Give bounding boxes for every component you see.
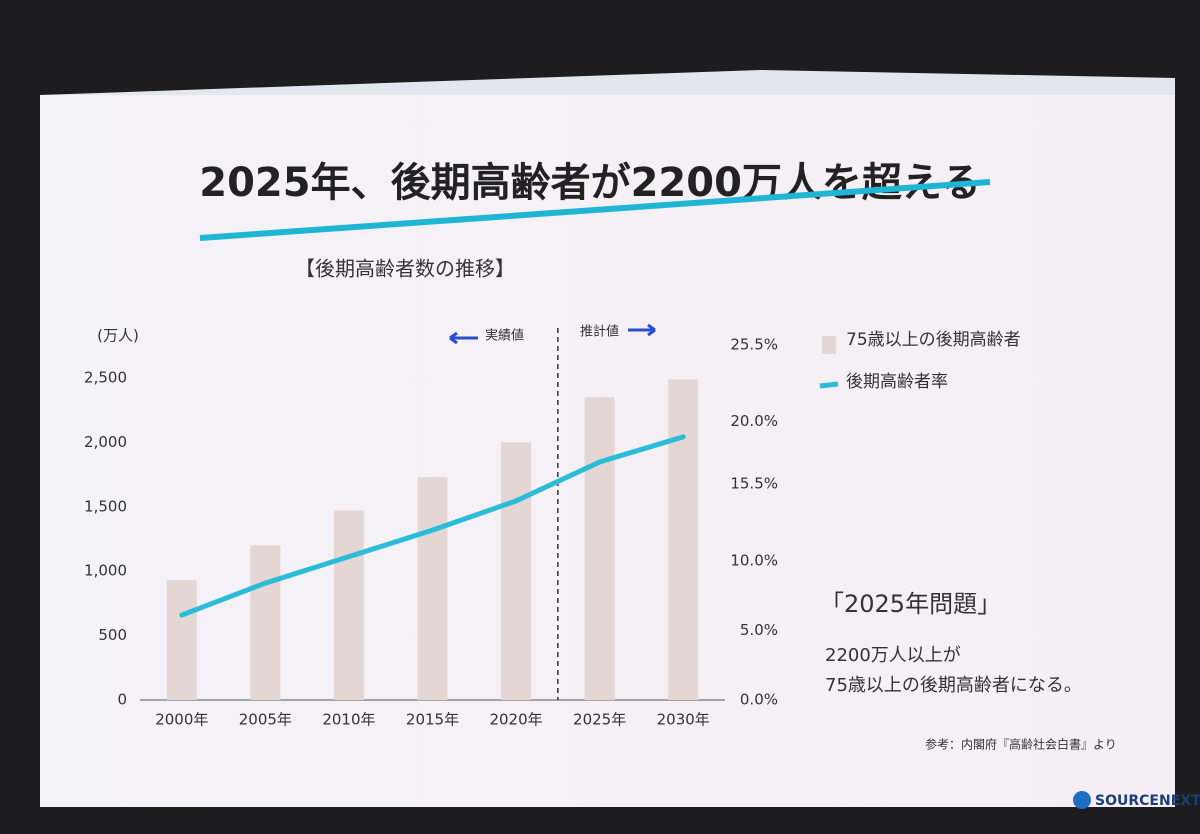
legend-swatch bbox=[822, 336, 836, 354]
x-tick-label: 2015年 bbox=[406, 711, 459, 729]
y2-tick-label: 25.5% bbox=[730, 336, 778, 354]
bar bbox=[668, 379, 699, 700]
y2-tick-label: 5.0% bbox=[740, 621, 778, 639]
bar bbox=[417, 477, 448, 700]
forecast-label: 推計値 bbox=[580, 324, 619, 340]
line bbox=[179, 434, 686, 618]
bar bbox=[250, 545, 281, 700]
y-tick-label: 2,500 bbox=[84, 369, 127, 387]
y-tick-label: 1,500 bbox=[84, 497, 127, 515]
note-heading: 「2025年問題」 bbox=[820, 590, 1001, 618]
legend-label: 75歳以上の後期高齢者 bbox=[846, 330, 1021, 350]
note-text: 75歳以上の後期高齢者になる。 bbox=[825, 675, 1082, 696]
x-tick-label: 2005年 bbox=[239, 711, 292, 729]
slide-title: 2025年、後期高齢者が2200万人を超える bbox=[199, 160, 980, 206]
y-tick-label: 2,000 bbox=[84, 433, 127, 451]
legend-label: 後期高齢者率 bbox=[846, 372, 948, 392]
arrow-right bbox=[628, 323, 656, 337]
slide-top bbox=[40, 70, 1175, 95]
bar bbox=[333, 510, 364, 700]
legend-swatch bbox=[819, 381, 839, 389]
y2-tick-label: 0.0% bbox=[740, 691, 778, 709]
logo: SOURCENEXT. bbox=[1095, 793, 1200, 809]
actual-label: 実績値 bbox=[485, 328, 524, 344]
bar bbox=[584, 397, 615, 700]
note-text: 2200万人以上が bbox=[825, 645, 961, 666]
y-axis-label: (万人) bbox=[97, 327, 139, 345]
source: 参考：内閣府『高齢社会白書』より bbox=[925, 737, 1117, 752]
y2-tick-label: 10.0% bbox=[730, 551, 778, 569]
x-tick-label: 2000年 bbox=[155, 711, 208, 729]
y-tick-label: 0 bbox=[117, 691, 127, 709]
y-tick-label: 500 bbox=[98, 626, 127, 644]
x-tick-label: 2020年 bbox=[489, 711, 542, 729]
chart-title: 【後期高齢者数の推移】 bbox=[295, 257, 515, 281]
bar bbox=[166, 580, 197, 700]
y2-tick-label: 20.0% bbox=[730, 412, 778, 430]
y2-tick-label: 15.5% bbox=[730, 475, 778, 493]
title-underline bbox=[199, 179, 991, 241]
y-tick-label: 1,000 bbox=[84, 562, 127, 580]
logo-mark bbox=[1073, 791, 1091, 809]
x-tick-label: 2030年 bbox=[657, 711, 710, 729]
x-tick-label: 2010年 bbox=[322, 711, 375, 729]
arrow-left bbox=[449, 331, 478, 345]
bar bbox=[501, 442, 532, 700]
x-tick-label: 2025年 bbox=[573, 711, 626, 729]
